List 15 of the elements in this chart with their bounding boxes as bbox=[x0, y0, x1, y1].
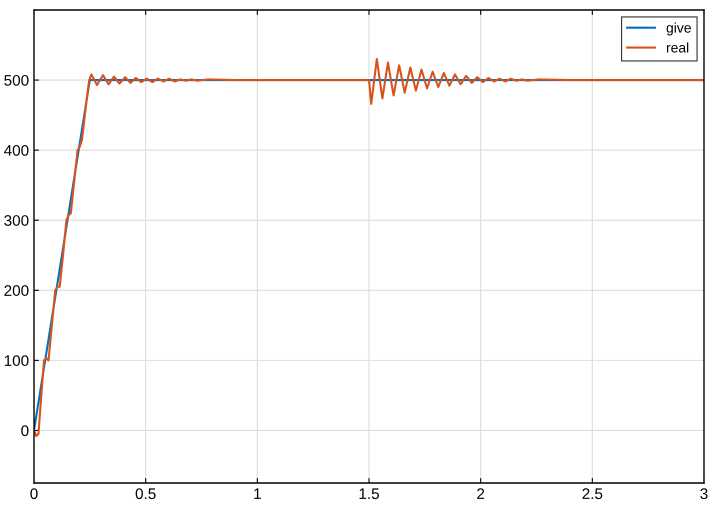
y-tick-label: 500 bbox=[4, 74, 29, 86]
y-tick-label: 200 bbox=[4, 285, 29, 296]
x-tick-label: 1 bbox=[254, 488, 261, 499]
y-tick-label: 100 bbox=[4, 355, 29, 366]
y-tick-label: 0 bbox=[21, 425, 29, 436]
x-tick-label: 0.5 bbox=[136, 488, 156, 500]
x-tick-label: 2.5 bbox=[582, 488, 602, 500]
legend-label: give bbox=[666, 22, 691, 36]
x-tick-label: 1.5 bbox=[360, 488, 379, 500]
legend-label: real bbox=[666, 42, 688, 53]
y-tick-label: 400 bbox=[4, 145, 29, 156]
x-tick-label: 3 bbox=[700, 488, 708, 500]
x-tick-label: 2 bbox=[477, 488, 484, 499]
y-tick-label: 300 bbox=[4, 215, 29, 226]
x-tick-label: 0 bbox=[30, 488, 38, 500]
